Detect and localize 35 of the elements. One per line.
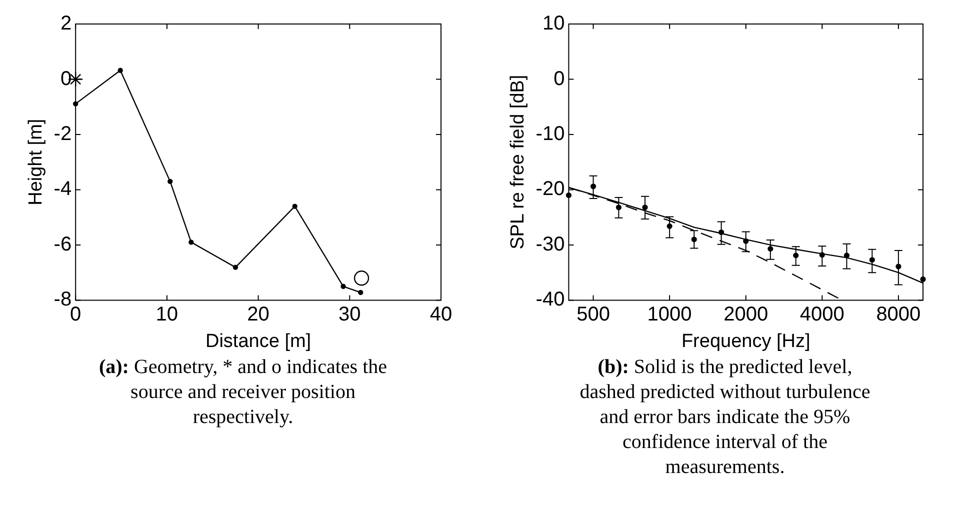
point bbox=[292, 204, 298, 209]
y-tick-label: -2 bbox=[54, 122, 72, 145]
x-tick-label: 500 bbox=[576, 304, 610, 326]
text: (b): Solid is the predicted level, dashed predicted without turbulence and error bars indicate the 95% confidence interval of the measurements. bbox=[580, 356, 870, 478]
y-axis-title: Height [m] bbox=[26, 118, 47, 206]
x-axis-title: Frequency [Hz] bbox=[681, 330, 810, 352]
y-tick-label: 0 bbox=[60, 68, 72, 90]
x-tick-label: 8000 bbox=[876, 304, 921, 326]
x-tick-label: 20 bbox=[247, 304, 270, 326]
x-tick-label: 10 bbox=[156, 304, 178, 326]
x-tick-label: 4000 bbox=[800, 304, 844, 326]
point bbox=[358, 290, 364, 296]
y-tick-label: -8 bbox=[54, 288, 72, 311]
x-axis-title: Distance [m] bbox=[205, 330, 312, 352]
y-tick-label: -20 bbox=[536, 178, 565, 200]
y-tick-label: -30 bbox=[536, 233, 565, 256]
x-tick-label: 2000 bbox=[724, 304, 768, 326]
x-tick-label: 30 bbox=[338, 304, 361, 326]
y-tick-label: -10 bbox=[536, 122, 565, 145]
point bbox=[168, 178, 173, 184]
point bbox=[118, 68, 123, 73]
x-tick-label: 40 bbox=[430, 304, 452, 326]
point bbox=[354, 270, 370, 286]
text: (a): Geometry, * and o indicates the source and receiver position respectively. bbox=[98, 356, 388, 428]
y-axis-title: SPL re free field [dB] bbox=[508, 74, 529, 250]
y-tick-label: -4 bbox=[54, 178, 72, 200]
y-tick-label: 2 bbox=[60, 12, 72, 35]
y-tick-label: 10 bbox=[542, 12, 565, 35]
y-tick-label: -40 bbox=[536, 288, 565, 311]
x-tick-label: 1000 bbox=[647, 304, 692, 326]
y-tick-label: -6 bbox=[54, 233, 72, 256]
point bbox=[188, 240, 194, 245]
point bbox=[232, 264, 238, 270]
y-tick-label: 0 bbox=[554, 68, 565, 90]
point bbox=[340, 284, 346, 289]
